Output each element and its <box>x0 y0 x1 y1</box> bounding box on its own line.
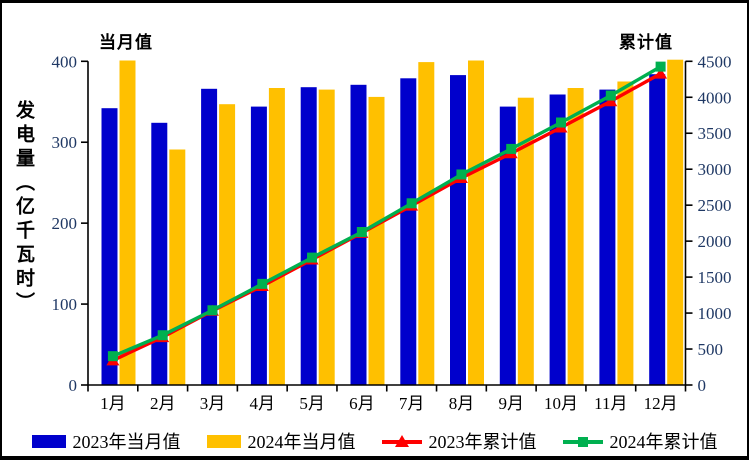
left-axis-tick-label: 100 <box>52 295 78 314</box>
bar <box>400 78 417 386</box>
chart-plot-area: 0100200300400050010001500200025003000350… <box>52 52 732 413</box>
legend-label-2024-cumulative: 2024年累计值 <box>609 432 718 452</box>
x-axis-month-label: 8月 <box>449 394 475 413</box>
square-marker-icon <box>556 117 567 128</box>
bar <box>219 104 236 385</box>
square-marker-icon <box>506 143 517 154</box>
right-axis-tick-label: 500 <box>698 340 724 359</box>
square-marker-icon <box>605 90 616 101</box>
y-axis-title: 发电量（亿千瓦时） <box>13 100 34 316</box>
legend-swatch-2023-line-icon <box>381 434 422 448</box>
legend-swatch-2023-bar-icon <box>31 434 66 448</box>
legend-label-2023-monthly: 2023年当月值 <box>72 432 181 452</box>
line-2024-cumulative <box>107 61 666 362</box>
x-axis-month-label: 3月 <box>200 394 226 413</box>
square-marker-icon <box>655 61 666 72</box>
right-axis-tick-label: 1500 <box>698 268 732 287</box>
bar <box>169 149 186 385</box>
square-marker-icon <box>107 351 118 362</box>
bar <box>368 96 385 386</box>
bar <box>151 122 168 386</box>
left-axis-tick-label: 300 <box>52 133 78 152</box>
right-axis-tick-label: 0 <box>698 376 707 395</box>
x-axis-month-label: 10月 <box>544 394 578 413</box>
bar <box>101 108 118 385</box>
legend-label-2024-monthly: 2024年当月值 <box>247 432 356 452</box>
square-marker-icon <box>307 252 318 263</box>
x-axis-month-label: 12月 <box>644 394 678 413</box>
square-marker-icon <box>257 278 268 289</box>
right-axis-tick-label: 2500 <box>698 196 732 215</box>
x-axis-month-label: 6月 <box>349 394 375 413</box>
triangle-marker-icon <box>604 95 618 107</box>
left-axis-tick-label: 200 <box>52 214 78 233</box>
x-axis-month-label: 1月 <box>100 394 126 413</box>
x-axis-month-label: 7月 <box>399 394 425 413</box>
series-line <box>112 65 662 358</box>
bar <box>649 74 666 385</box>
bar <box>119 60 136 385</box>
bar <box>468 60 484 385</box>
x-axis-month-label: 2月 <box>150 394 176 413</box>
bar <box>418 62 435 385</box>
bar <box>667 59 684 385</box>
right-axis-heading: 累计值 <box>619 33 673 52</box>
legend-swatch-2024-bar-icon <box>206 434 241 448</box>
bars-2024-monthly <box>119 59 684 386</box>
bar <box>549 94 566 385</box>
right-axis-tick-label: 2000 <box>698 232 732 251</box>
legend-label-2023-cumulative: 2023年累计值 <box>428 432 537 452</box>
right-axis-tick-label: 4500 <box>698 52 732 71</box>
bar <box>450 75 466 385</box>
square-marker-icon <box>207 305 218 316</box>
legend-item-2024-monthly: 2024年当月值 <box>206 428 356 454</box>
triangle-marker-icon <box>654 67 668 79</box>
bar <box>300 87 317 385</box>
square-marker-icon <box>406 198 417 209</box>
right-axis-tick-label: 4000 <box>698 88 732 107</box>
bar <box>268 88 285 385</box>
bar <box>599 89 616 385</box>
bar <box>318 89 335 385</box>
bar <box>201 88 218 386</box>
legend-swatch-2024-line-icon <box>562 435 603 448</box>
x-axis-month-label: 9月 <box>498 394 524 413</box>
square-marker-icon <box>356 226 367 237</box>
right-axis-tick-label: 3000 <box>698 160 732 179</box>
x-axis-month-label: 4月 <box>250 394 276 413</box>
bar <box>499 106 516 385</box>
square-marker-icon <box>157 330 168 341</box>
bar <box>567 88 584 385</box>
square-marker-icon <box>456 169 467 180</box>
x-axis-month-label: 5月 <box>299 394 325 413</box>
right-axis-tick-label: 1000 <box>698 304 732 323</box>
legend-item-2023-monthly: 2023年当月值 <box>31 428 181 454</box>
axes <box>81 60 693 392</box>
bar <box>617 81 634 385</box>
legend: 2023年当月值 2024年当月值 2023年累计值 2024年累计值 <box>2 427 747 455</box>
left-axis-tick-label: 400 <box>52 52 78 71</box>
right-axis-tick-label: 3500 <box>698 124 732 143</box>
legend-item-2023-cumulative: 2023年累计值 <box>381 428 537 454</box>
bar <box>517 97 534 385</box>
legend-item-2024-cumulative: 2024年累计值 <box>562 428 718 454</box>
bar <box>250 106 267 385</box>
left-axis-tick-label: 0 <box>69 376 78 395</box>
left-axis-heading: 当月值 <box>99 33 153 52</box>
x-axis-month-label: 11月 <box>594 394 627 413</box>
